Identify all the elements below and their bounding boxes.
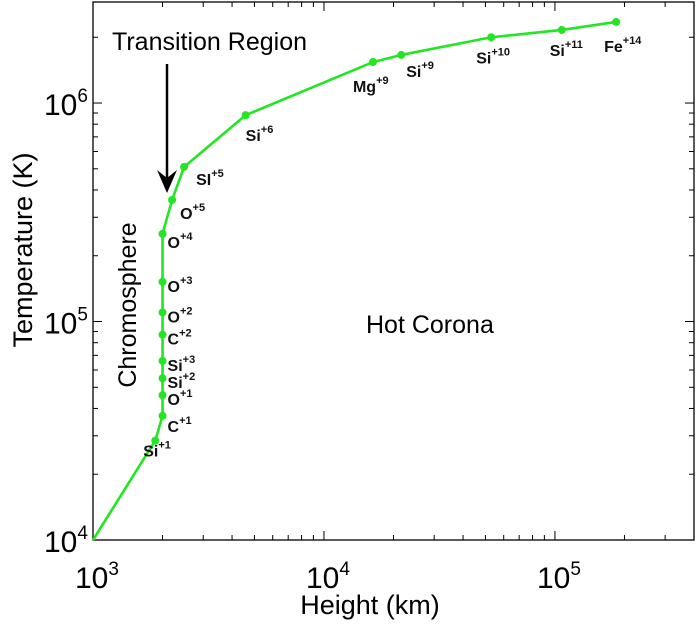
x-tick-label: 105 bbox=[537, 559, 581, 595]
arrow-icon bbox=[157, 64, 177, 193]
ion-label: C+1 bbox=[168, 415, 192, 436]
data-point bbox=[158, 330, 167, 339]
ion-label: Mg+9 bbox=[353, 75, 389, 96]
data-point bbox=[557, 25, 566, 34]
hot-corona-label: Hot Corona bbox=[366, 311, 494, 339]
ion-label: Si+11 bbox=[550, 39, 583, 60]
y-tick-labels: 104 105 106 bbox=[44, 86, 88, 559]
ion-label: Si+10 bbox=[476, 46, 510, 67]
plot-frame bbox=[92, 1, 695, 541]
transition-region-label: Transition Region bbox=[112, 28, 307, 56]
ion-label: O+3 bbox=[168, 275, 193, 296]
data-point bbox=[158, 411, 167, 420]
x-tick-label: 103 bbox=[75, 559, 119, 595]
data-point bbox=[487, 33, 496, 42]
x-axis-title: Height (km) bbox=[300, 590, 440, 620]
data-point bbox=[368, 58, 377, 67]
y-tick-label: 105 bbox=[44, 305, 88, 341]
data-point bbox=[151, 436, 160, 445]
ion-label: Si+6 bbox=[246, 124, 274, 145]
ion-label: SI+5 bbox=[196, 168, 224, 189]
data-point bbox=[180, 162, 189, 171]
y-axis-title: Temperature (K) bbox=[8, 152, 38, 347]
axis-ticks bbox=[92, 2, 695, 541]
data-point bbox=[168, 195, 177, 204]
ion-label: Si+9 bbox=[406, 60, 434, 81]
ion-label: Fe+14 bbox=[604, 35, 642, 56]
data-point bbox=[612, 17, 621, 26]
data-point bbox=[158, 356, 167, 365]
ion-label: O+2 bbox=[168, 305, 193, 326]
data-point bbox=[158, 229, 167, 238]
data-point bbox=[397, 50, 406, 59]
data-point bbox=[158, 308, 167, 317]
chromosphere-label: Chromosphere bbox=[114, 222, 142, 387]
data-point bbox=[158, 277, 167, 286]
y-tick-label: 106 bbox=[44, 86, 88, 122]
data-point bbox=[158, 374, 167, 383]
ion-label: O+5 bbox=[180, 202, 205, 223]
data-point bbox=[158, 391, 167, 400]
temperature-series: Si+1C+1O+1Si+2Si+3C+2O+2O+3O+4O+5SI+5Si+… bbox=[91, 17, 642, 541]
ion-label: Si+1 bbox=[143, 440, 171, 461]
y-tick-label: 104 bbox=[44, 523, 88, 559]
ion-label: O+4 bbox=[168, 231, 194, 252]
data-point bbox=[241, 111, 250, 120]
ion-label: C+2 bbox=[168, 328, 192, 349]
